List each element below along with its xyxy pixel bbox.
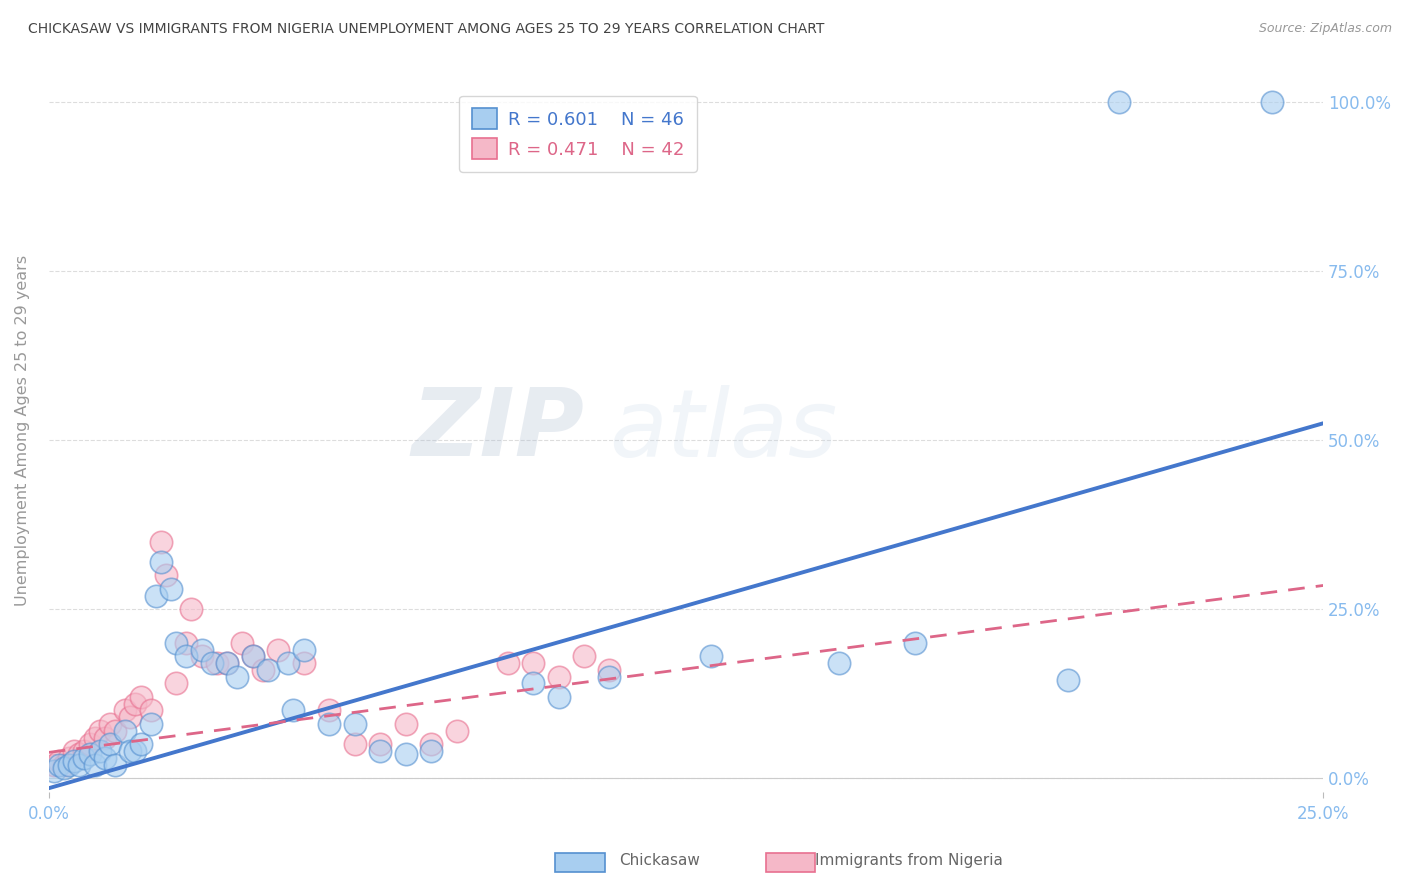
Point [94, 751, 117, 765]
Point [217, 656, 239, 670]
Point [63, 744, 86, 758]
Point [176, 636, 198, 650]
Point [201, 656, 224, 670]
Point [522, 676, 544, 690]
Point [165, 676, 187, 690]
Point [190, 649, 212, 664]
Point [129, 690, 152, 704]
Point [63, 754, 86, 768]
Point [83, 757, 105, 772]
Point [73, 744, 96, 758]
Point [114, 723, 136, 738]
Point [318, 704, 340, 718]
Point [79, 747, 101, 762]
Point [1261, 95, 1284, 110]
Point [94, 731, 117, 745]
Point [904, 636, 927, 650]
Point [547, 690, 569, 704]
Point [368, 744, 391, 758]
Text: Immigrants from Nigeria: Immigrants from Nigeria [815, 854, 1004, 868]
Point [149, 534, 172, 549]
Point [42, 764, 65, 779]
Text: CHICKASAW VS IMMIGRANTS FROM NIGERIA UNEMPLOYMENT AMONG AGES 25 TO 29 YEARS CORR: CHICKASAW VS IMMIGRANTS FROM NIGERIA UNE… [28, 22, 824, 37]
Point [42, 757, 65, 772]
Text: Chickasaw: Chickasaw [619, 854, 700, 868]
Point [114, 704, 136, 718]
Point [205, 656, 228, 670]
Point [257, 663, 280, 677]
Point [496, 656, 519, 670]
Point [292, 642, 315, 657]
Point [53, 761, 76, 775]
Point [522, 656, 544, 670]
Point [155, 568, 177, 582]
Point [231, 636, 253, 650]
Point [598, 663, 620, 677]
Point [394, 717, 416, 731]
Point [165, 636, 187, 650]
Point [180, 602, 202, 616]
Point [252, 663, 274, 677]
Point [598, 670, 620, 684]
Point [343, 717, 366, 731]
Point [98, 737, 121, 751]
Point [572, 649, 595, 664]
Point [79, 737, 101, 751]
Point [124, 744, 146, 758]
Point [368, 737, 391, 751]
Point [277, 656, 299, 670]
Point [547, 670, 569, 684]
Point [318, 717, 340, 731]
Point [48, 754, 70, 768]
Point [1057, 673, 1080, 687]
Point [67, 747, 90, 762]
Point [139, 717, 162, 731]
Point [149, 555, 172, 569]
Point [48, 757, 70, 772]
Point [67, 757, 90, 772]
Point [420, 737, 443, 751]
Point [89, 723, 111, 738]
Point [104, 723, 127, 738]
Text: Source: ZipAtlas.com: Source: ZipAtlas.com [1258, 22, 1392, 36]
Point [58, 751, 80, 765]
Text: atlas: atlas [609, 384, 838, 475]
Point [124, 697, 146, 711]
Point [226, 670, 249, 684]
Point [160, 582, 183, 596]
Point [267, 642, 290, 657]
Point [242, 649, 264, 664]
Point [446, 723, 468, 738]
Point [217, 656, 239, 670]
Legend: R = 0.601    N = 46, R = 0.471    N = 42: R = 0.601 N = 46, R = 0.471 N = 42 [460, 95, 697, 171]
Point [139, 704, 162, 718]
Point [98, 717, 121, 731]
Point [129, 737, 152, 751]
Point [83, 731, 105, 745]
Point [190, 642, 212, 657]
Y-axis label: Unemployment Among Ages 25 to 29 years: Unemployment Among Ages 25 to 29 years [15, 254, 30, 606]
Point [89, 744, 111, 758]
Point [242, 649, 264, 664]
Point [176, 649, 198, 664]
Text: ZIP: ZIP [411, 384, 583, 476]
Point [145, 589, 167, 603]
Point [394, 747, 416, 762]
Point [343, 737, 366, 751]
Point [1108, 95, 1130, 110]
Point [828, 656, 851, 670]
Point [73, 751, 96, 765]
Point [420, 744, 443, 758]
Point [58, 757, 80, 772]
Point [53, 757, 76, 772]
Point [292, 656, 315, 670]
Point [120, 710, 142, 724]
Point [283, 704, 305, 718]
Point [700, 649, 723, 664]
Point [104, 757, 127, 772]
Point [120, 744, 142, 758]
